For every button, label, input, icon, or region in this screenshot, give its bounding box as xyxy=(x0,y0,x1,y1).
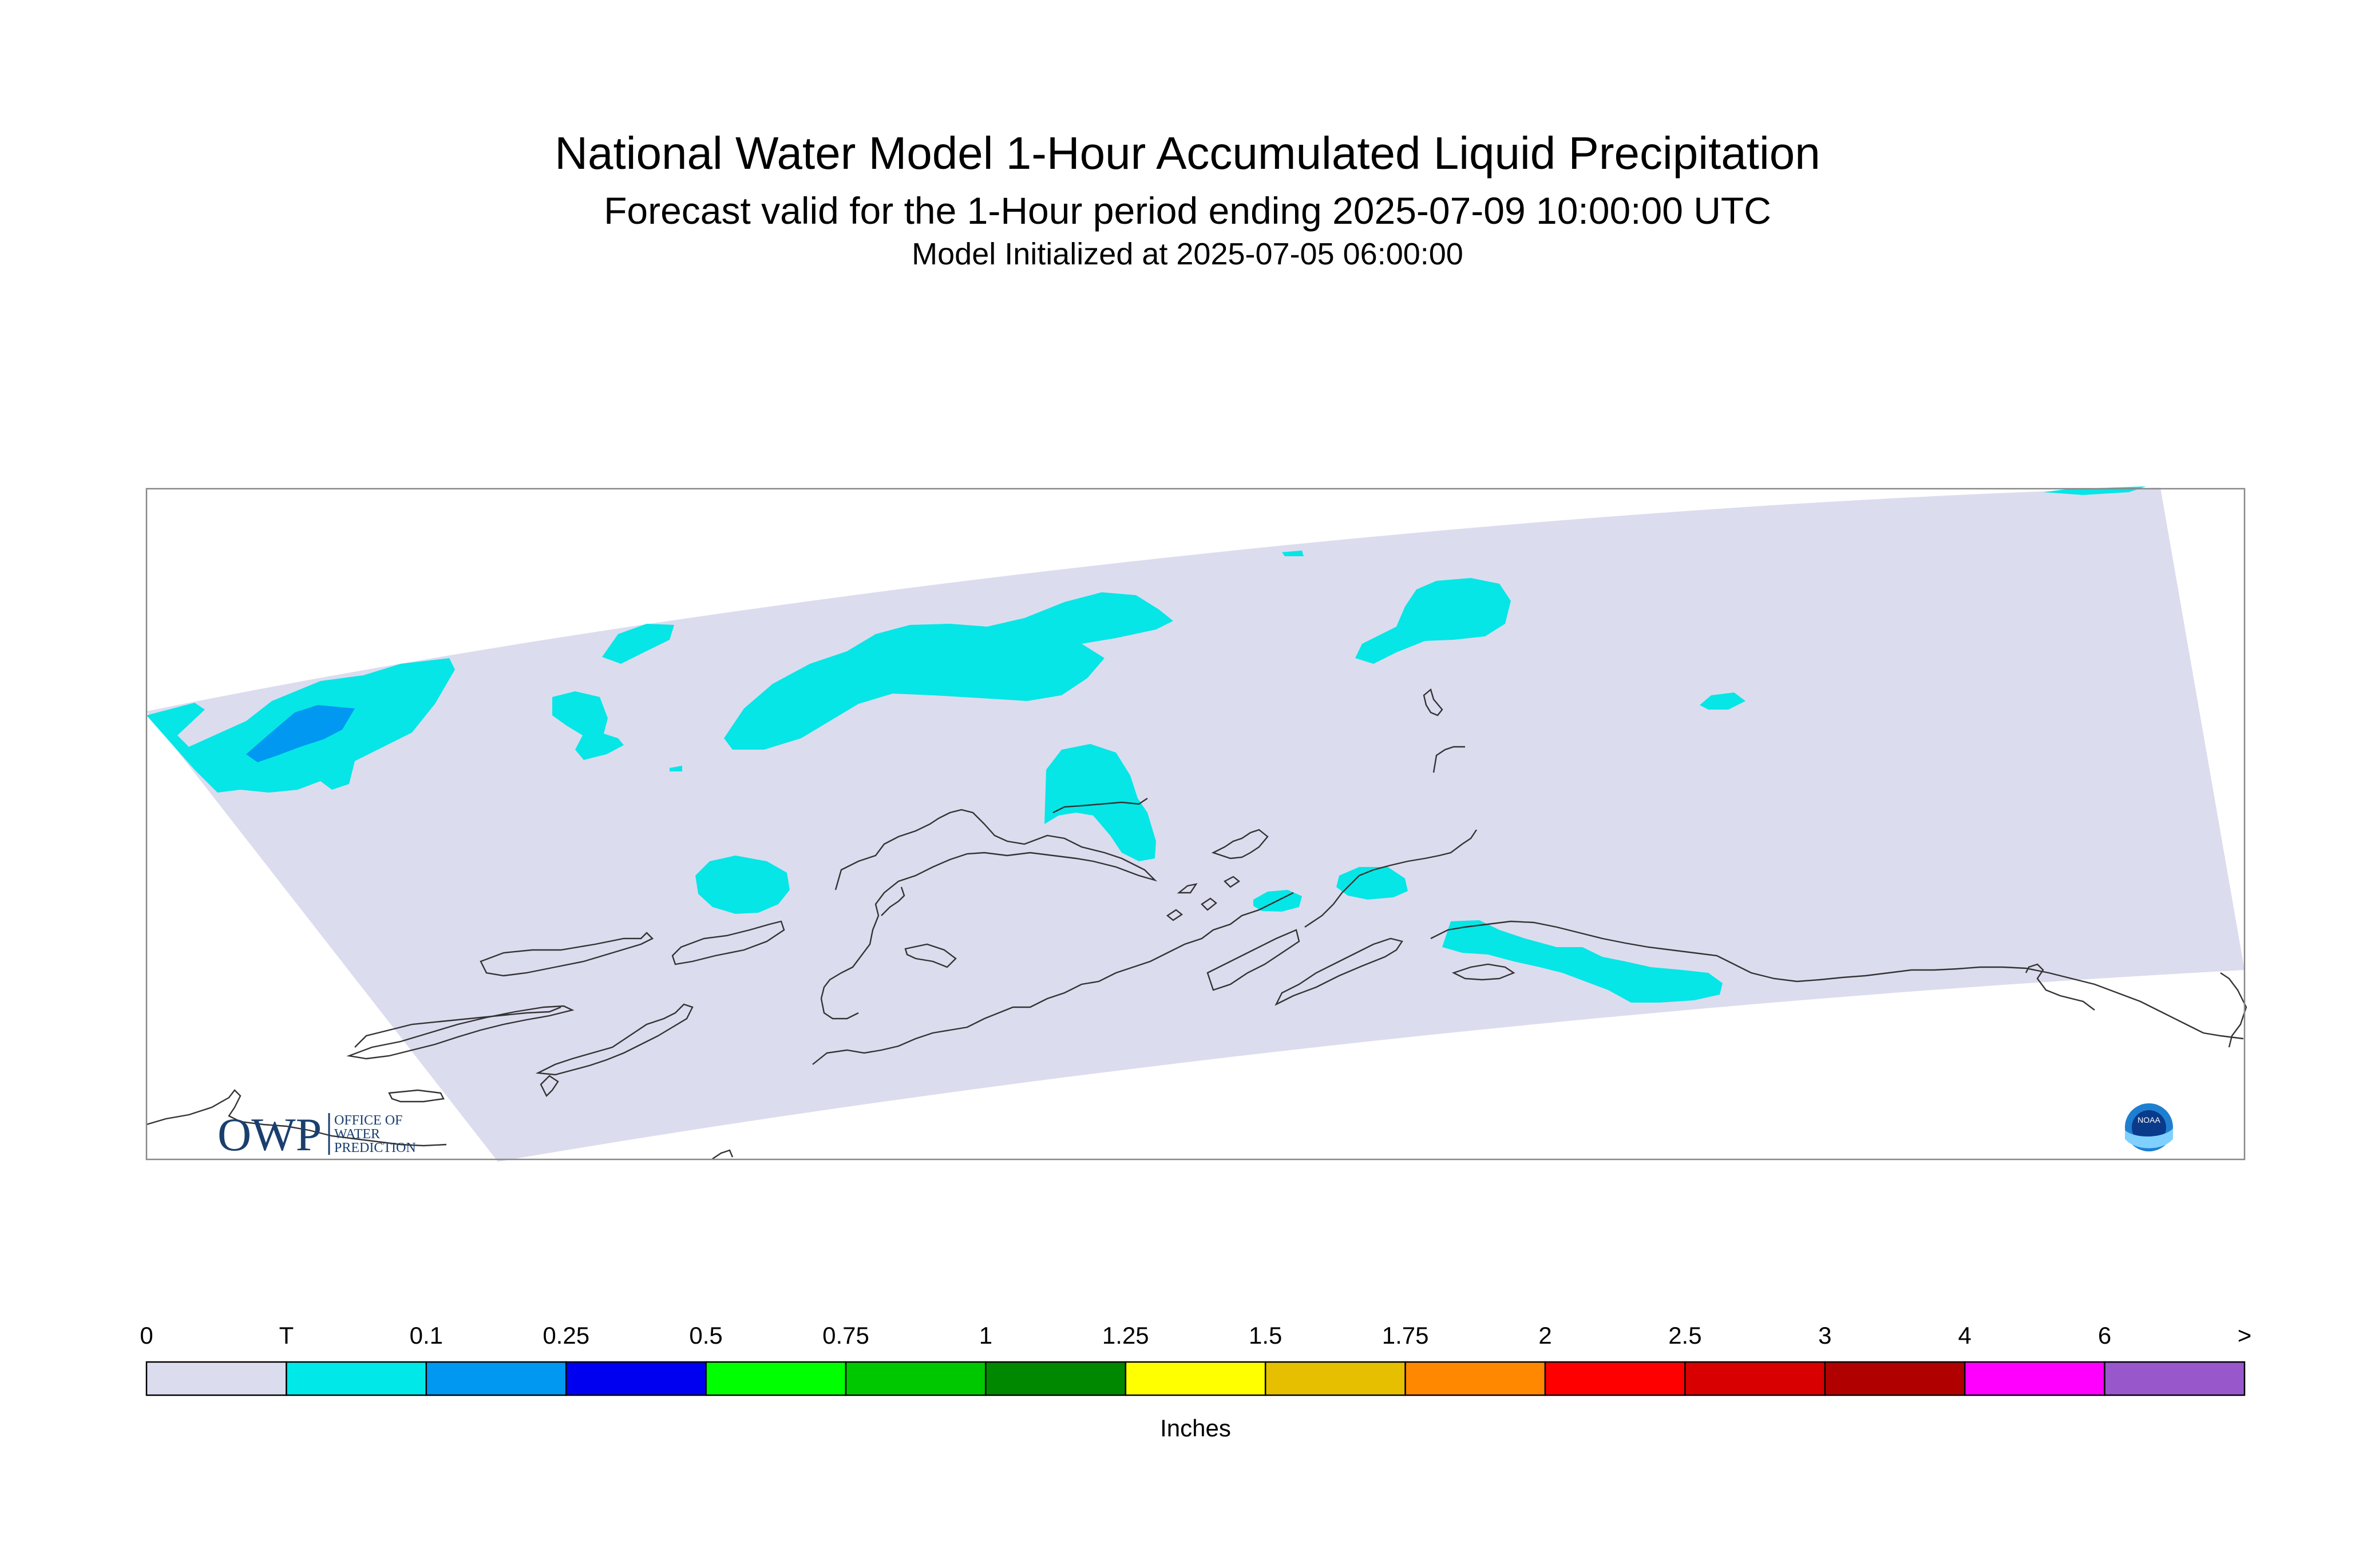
trace-area-north-east xyxy=(1355,578,1511,664)
legend-label-3: 0.25 xyxy=(543,1322,589,1349)
trace-area-small-north xyxy=(602,624,674,664)
coastline-south-alaska xyxy=(1304,829,1477,928)
legend-swatch-0 xyxy=(145,1361,287,1396)
legend-label-0: 0 xyxy=(140,1322,153,1349)
trace-area-kodiak-west xyxy=(1336,867,1408,900)
legend-swatch-6 xyxy=(985,1361,1127,1396)
legend-label-13: 4 xyxy=(1958,1322,1972,1349)
coastline-east-interior xyxy=(1211,829,1269,860)
trace-area-bristol xyxy=(1044,744,1156,861)
coastline-seward-peninsula xyxy=(1052,798,1148,814)
owp-logo-mark: OWP xyxy=(217,1108,322,1161)
noaa-logo-wave xyxy=(2125,1129,2173,1149)
legend-label-8: 1.5 xyxy=(1249,1322,1282,1349)
legend-swatch-3 xyxy=(565,1361,707,1396)
coastline-aleutian-chain xyxy=(812,892,1294,1065)
coastline-southwest-bay xyxy=(540,1075,559,1098)
coastline-siberia-west xyxy=(354,1006,561,1048)
legend-label-14: 6 xyxy=(2098,1322,2111,1349)
legend-swatch-7 xyxy=(1125,1361,1266,1396)
legend-boxes xyxy=(145,1361,2246,1396)
trace-area-island xyxy=(552,691,624,760)
legend-swatch-14 xyxy=(2104,1361,2246,1396)
trace-area-central-north xyxy=(724,592,1173,750)
legend-labels: 0 T 0.1 0.25 0.5 0.75 1 1.25 1.5 1.75 2 2.5 3 4 6 > xyxy=(140,1322,2251,1349)
legend-label-9: 1.75 xyxy=(1382,1322,1429,1349)
coastline-chukotka xyxy=(480,932,654,977)
legend-label-4: 0.5 xyxy=(689,1322,722,1349)
coastline-bottom-edge xyxy=(712,1149,734,1159)
legend-label-15: > xyxy=(2238,1322,2252,1349)
light-precip-area xyxy=(246,705,355,762)
coastline-west-coast xyxy=(346,1005,575,1060)
coastline-gulf xyxy=(1430,920,2244,1040)
legend-label-7: 1.25 xyxy=(1102,1322,1149,1349)
legend-swatch-5 xyxy=(845,1361,987,1396)
trace-area-north-speck xyxy=(1282,551,1304,556)
coastline-far-east xyxy=(2220,972,2247,1048)
map-frame xyxy=(145,488,2246,1161)
model-init-text: Model Initialized at 2025-07-05 06:00:00 xyxy=(912,237,1463,271)
legend-label-2: 0.1 xyxy=(410,1322,443,1349)
trace-area-bering-speck xyxy=(670,766,682,771)
legend-label-12: 3 xyxy=(1818,1322,1831,1349)
legend-unit-label: Inches xyxy=(1160,1415,1231,1442)
legend-label-1: T xyxy=(279,1322,294,1349)
trace-area-yukon-delta xyxy=(695,856,790,914)
trace-area-aleutian-east xyxy=(1442,920,1723,1003)
legend-swatch-11 xyxy=(1684,1361,1826,1396)
legend-label-11: 2.5 xyxy=(1668,1322,1701,1349)
coastline-bottom-island xyxy=(388,1089,445,1103)
legend-swatch-13 xyxy=(1964,1361,2105,1396)
coastline-interior-river xyxy=(881,886,905,916)
legend-label-10: 2 xyxy=(1538,1322,1551,1349)
coastline-southwest-mainland xyxy=(535,1003,694,1076)
trace-precip-areas xyxy=(147,486,2146,1003)
legend-swatch-9 xyxy=(1404,1361,1546,1396)
owp-logo: OWP OFFICE OF WATER PREDICTION xyxy=(217,1108,416,1161)
noaa-logo-text: NOAA xyxy=(2138,1115,2160,1124)
coastline-alaska-peninsula xyxy=(1274,937,1403,1006)
trace-area-east-speck xyxy=(1700,692,1745,710)
coastline-arctic-bay xyxy=(1432,746,1465,773)
coastline-bristol-north xyxy=(820,809,1158,1020)
map-title: National Water Model 1-Hour Accumulated … xyxy=(555,128,1820,179)
legend-label-6: 1 xyxy=(979,1322,992,1349)
coastline-southeast xyxy=(2025,963,2095,1011)
owp-logo-line2: WATER xyxy=(334,1127,380,1142)
legend-swatch-12 xyxy=(1824,1361,1966,1396)
legend-swatch-8 xyxy=(1264,1361,1406,1396)
owp-logo-line3: PREDICTION xyxy=(334,1141,416,1155)
noaa-logo: NOAA xyxy=(2125,1103,2173,1151)
legend-label-5: 0.75 xyxy=(822,1322,869,1349)
map-subtitle: Forecast valid for the 1-Hour period end… xyxy=(604,189,1771,232)
coastline-outer-chain xyxy=(1451,963,1515,981)
coastline-bering-inlet xyxy=(1423,688,1443,716)
legend-swatch-1 xyxy=(286,1361,428,1396)
coastline-st-lawrence xyxy=(671,920,785,965)
coastline-nunivak xyxy=(904,943,957,968)
owp-logo-line1: OFFICE OF xyxy=(334,1113,402,1128)
coastline-bottom-left xyxy=(146,1089,447,1147)
coastlines xyxy=(146,688,2247,1159)
legend-swatch-2 xyxy=(425,1361,567,1396)
legend-swatch-10 xyxy=(1544,1361,1686,1396)
coastline-kodiak xyxy=(1206,929,1300,991)
coastline-aleutian-islands xyxy=(1166,876,1241,921)
legend-swatch-4 xyxy=(705,1361,847,1396)
